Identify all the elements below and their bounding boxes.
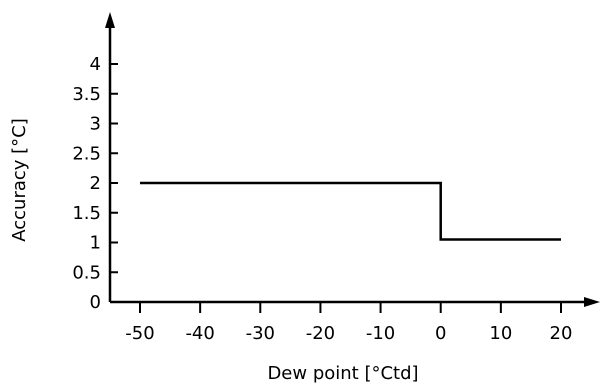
- y-tick-label: 0: [90, 292, 101, 313]
- x-tick-label: 0: [435, 323, 446, 344]
- accuracy-series-line: [140, 181, 561, 241]
- x-tick-label: 10: [489, 323, 512, 344]
- y-tick-label: 1: [90, 233, 101, 254]
- x-axis-arrow-icon: [584, 297, 600, 307]
- series-group: [140, 181, 561, 241]
- y-ticks: 0 0.5 1 1.5 2 2.5 3 3.5 4: [72, 54, 118, 313]
- x-ticks: -50 -40 -30 -20 -10 0 10 20: [125, 302, 572, 344]
- x-axis-title: Dew point [°Ctd]: [267, 363, 418, 384]
- x-tick-label: -50: [125, 323, 154, 344]
- y-axis-title: Accuracy [°C]: [9, 118, 30, 242]
- x-tick-label: 20: [550, 323, 573, 344]
- x-tick-label: -40: [185, 323, 214, 344]
- axes: [105, 12, 600, 307]
- y-axis-arrow-icon: [105, 12, 115, 28]
- x-tick-label: -30: [246, 323, 275, 344]
- y-tick-label: 1.5: [72, 203, 101, 224]
- y-tick-label: 4: [90, 54, 101, 75]
- x-tick-label: -10: [366, 323, 395, 344]
- y-tick-label: 2: [90, 173, 101, 194]
- y-tick-label: 3.5: [72, 84, 101, 105]
- y-tick-label: 0.5: [72, 262, 101, 283]
- y-tick-label: 3: [90, 114, 101, 135]
- x-tick-label: -20: [306, 323, 335, 344]
- y-tick-label: 2.5: [72, 143, 101, 164]
